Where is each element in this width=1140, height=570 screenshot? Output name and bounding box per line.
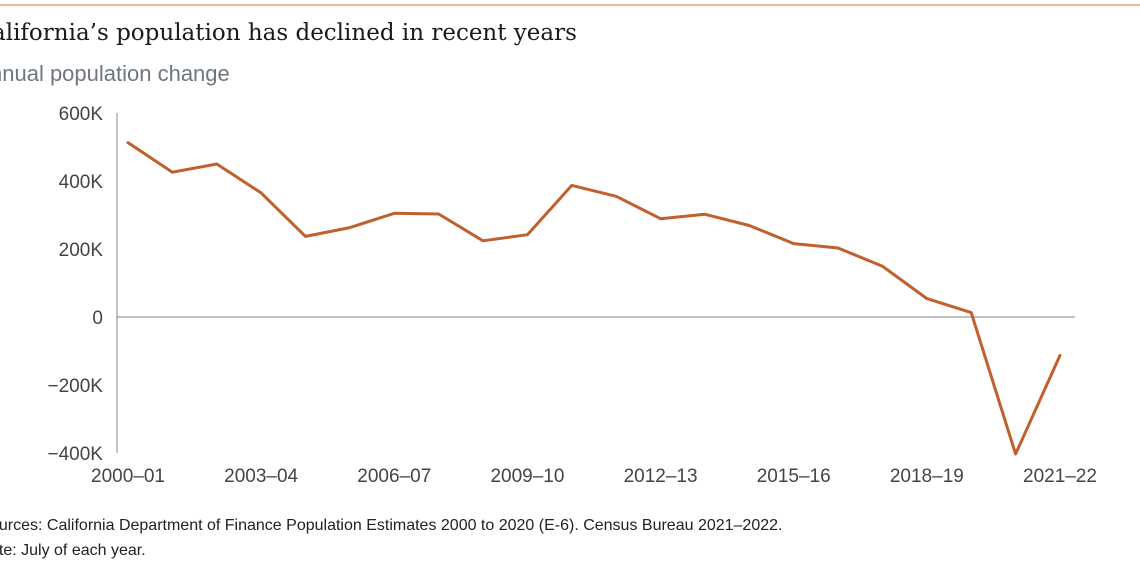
data-point <box>880 264 884 268</box>
data-point <box>614 194 618 198</box>
sources-note: ources: California Department of Finance… <box>0 517 783 534</box>
series-line <box>126 141 1062 456</box>
data-point <box>126 140 130 144</box>
y-tick-label: −400K <box>48 444 104 465</box>
x-tick-label: 2012–13 <box>624 466 698 487</box>
x-tick-label: 2021–22 <box>1023 466 1097 487</box>
data-point <box>348 225 352 229</box>
data-point <box>836 246 840 250</box>
data-point <box>392 211 396 215</box>
data-point <box>481 239 485 243</box>
data-point <box>1058 353 1062 357</box>
data-point <box>1013 452 1017 456</box>
x-tick-label: 2003–04 <box>224 466 298 487</box>
y-tick-label: 600K <box>59 104 104 125</box>
footnote: ote: July of each year. <box>0 542 146 559</box>
data-point <box>658 217 662 221</box>
data-point <box>747 223 751 227</box>
y-tick-label: 400K <box>59 172 104 193</box>
x-tick-label: 2006–07 <box>357 466 431 487</box>
x-tick-label: 2000–01 <box>91 466 165 487</box>
data-point <box>170 170 174 174</box>
data-point <box>925 296 929 300</box>
top-rule <box>0 4 1140 6</box>
data-point <box>215 162 219 166</box>
y-tick-label: 0 <box>92 308 103 329</box>
y-tick-label: −200K <box>48 376 104 397</box>
data-point <box>792 241 796 245</box>
data-point <box>259 191 263 195</box>
data-point <box>570 183 574 187</box>
x-tick-label: 2015–16 <box>757 466 831 487</box>
data-point <box>525 233 529 237</box>
data-point <box>436 212 440 216</box>
data-point <box>303 234 307 238</box>
chart-title: alifornia’s population has declined in r… <box>0 20 577 46</box>
data-point <box>969 310 973 314</box>
data-point <box>703 212 707 216</box>
x-tick-label: 2009–10 <box>490 466 564 487</box>
chart-subtitle: nnual population change <box>0 61 230 86</box>
y-tick-label: 200K <box>59 240 104 261</box>
x-tick-label: 2018–19 <box>890 466 964 487</box>
